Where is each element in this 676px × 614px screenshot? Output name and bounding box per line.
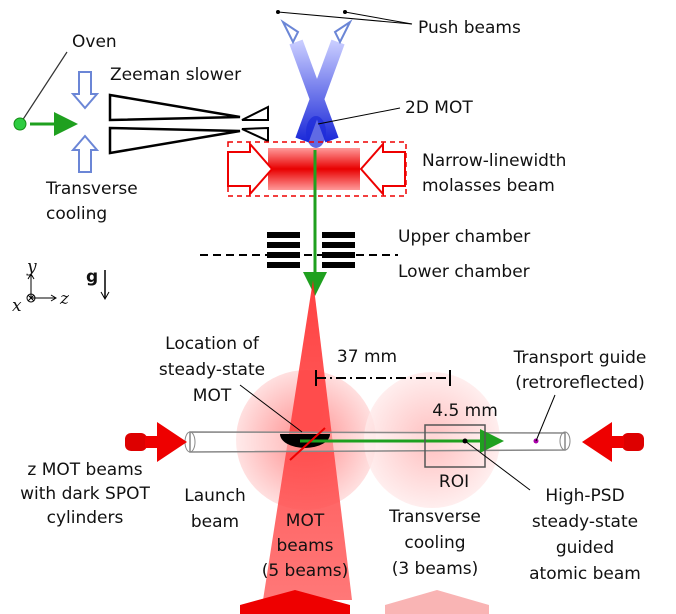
mot-beams-label: beams [276,536,333,556]
lower-apparatus [125,280,644,614]
transverse-cooling-bottom-label: cooling [404,533,465,553]
axes-label: z [59,289,70,309]
atomic-beam-label: steady-state [532,512,638,532]
lower-chamber-label: Lower chamber [398,262,530,282]
axes-label: x [12,296,22,316]
z-mot-beams-label: cylinders [47,508,124,528]
labels: Oven Push beams Zeeman slower 2D MOT Narrow-… [12,18,646,584]
mot-beams-label: MOT [286,511,325,531]
axes-glyph [26,270,110,303]
steady-state-mot-label: steady-state [159,360,265,380]
axes-label: y [26,257,37,277]
z-mot-beams-label: z MOT beams [27,460,142,480]
transverse-cooling-top-label: Transverse [45,179,138,199]
oven-label: Oven [72,32,117,52]
transverse-cooling-bottom-label: Transverse [388,507,481,527]
launch-beam-label: Launch [184,486,246,506]
roi-size-label: 4.5 mm [432,401,498,421]
transport-guide-label: Transport guide [513,348,647,368]
transverse-cooling-bottom-label: (3 beams) [392,559,479,579]
roi-label: ROI [439,472,469,492]
z-mot-beams-label: with dark SPOT [20,484,150,504]
transverse-cooling-top-label: cooling [46,204,107,224]
atomic-beam-label: guided [556,538,614,558]
upper-chamber-label: Upper chamber [398,227,530,247]
upper-apparatus [13,10,413,296]
steady-state-mot-label: MOT [193,386,232,406]
mot-beams-label: (5 beams) [262,561,349,581]
atomic-beam-label: atomic beam [529,564,641,584]
molasses-label: Narrow-linewidth [422,151,566,171]
molasses-label: molasses beam [422,176,555,196]
steady-state-mot-label: Location of [165,334,260,354]
atomic-beam-label: High-PSD [545,486,624,506]
launch-beam-label: beam [191,512,239,532]
zeeman-slower-label: Zeeman slower [110,65,241,85]
axes-label: g [86,267,98,287]
push-beams-label: Push beams [418,18,521,38]
distance-label: 37 mm [337,347,397,367]
mot-2d-label: 2D MOT [405,98,473,118]
transport-guide-label: (retroreflected) [515,373,645,393]
